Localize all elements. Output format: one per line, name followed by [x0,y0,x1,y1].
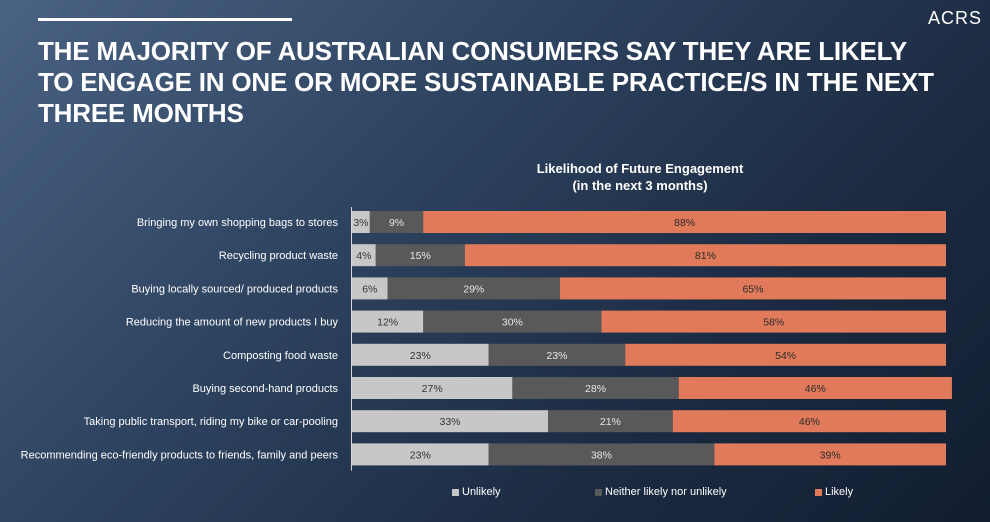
bar-segment-likely [625,343,946,366]
data-label-likely: 88% [674,217,695,229]
bar-segment-neither [512,377,679,399]
bar-segment-likely [423,211,946,233]
data-label-neither: 30% [502,317,523,329]
data-label-likely: 65% [742,283,763,295]
data-label-likely: 54% [775,350,796,362]
legend-unlikely: Unlikely [452,486,501,498]
legend-label-unlikely: Unlikely [462,486,501,498]
bar-segment-neither [423,310,602,333]
bar-segment-unlikely [352,410,549,433]
data-label-neither: 28% [585,383,606,395]
data-label-neither: 21% [600,416,621,428]
data-label-unlikely: 23% [410,449,431,461]
data-label-neither: 15% [410,250,431,262]
category-label: Buying second-hand products [192,383,338,395]
bar-segment-likely [672,410,946,433]
bar-segment-likely [559,277,946,300]
category-label: Buying locally sourced/ produced product… [131,283,338,295]
legend-neither: Neither likely nor unlikely [595,486,727,498]
bar-segment-unlikely [352,443,489,466]
legend-swatch-likely [815,488,822,496]
legend-likely: Likely [815,486,853,498]
legend-label-likely: Likely [825,486,854,498]
bar-segment-neither [548,410,673,433]
data-label-unlikely: 4% [356,250,371,262]
data-label-likely: 39% [820,449,841,461]
chart-title-block: Likelihood of Future Engagement (in the … [520,160,760,194]
data-label-unlikely: 6% [362,283,377,295]
legend-swatch-neither [595,488,602,496]
bar-segment-neither [488,443,715,466]
data-label-likely: 81% [695,250,716,262]
bar-segment-unlikely [352,277,388,300]
category-label: Taking public transport, riding my bike … [84,416,338,428]
bar-segment-unlikely [352,377,513,399]
category-label: Reducing the amount of new products I bu… [126,317,339,329]
bar-segment-unlikely [352,211,370,233]
data-label-likely: 46% [799,416,820,428]
category-label: Composting food waste [223,350,338,362]
chart-subtitle: (in the next 3 months) [572,178,708,193]
data-label-neither: 23% [546,350,567,362]
data-label-neither: 29% [463,283,484,295]
data-label-likely: 58% [763,317,784,329]
bar-segment-neither [387,277,560,300]
data-label-neither: 9% [389,217,404,229]
data-label-unlikely: 3% [353,217,368,229]
bar-segment-likely [714,443,946,466]
chart-title: Likelihood of Future Engagement [536,161,744,176]
brand-logo: ACRS [927,8,982,28]
bar-segment-unlikely [352,310,424,333]
data-label-neither: 38% [591,449,612,461]
data-label-unlikely: 23% [410,350,431,362]
bar-segment-likely [678,377,952,399]
legend-label-neither: Neither likely nor unlikely [605,486,727,498]
category-label: Bringing my own shopping bags to stores [137,217,339,229]
bar-segment-neither [488,343,626,366]
data-label-unlikely: 27% [422,383,443,395]
data-label-likely: 46% [805,383,826,395]
category-label: Recycling product waste [219,250,338,262]
bar-segment-unlikely [352,343,489,366]
bar-segment-likely [464,244,946,267]
legend-swatch-unlikely [452,488,459,496]
page-title: THE MAJORITY OF AUSTRALIAN CONSUMERS SAY… [38,36,934,128]
bar-segment-likely [601,310,946,333]
data-label-unlikely: 12% [377,317,398,329]
category-label: Recommending eco-friendly products to fr… [21,449,339,461]
bar-segment-unlikely [352,244,376,267]
data-label-unlikely: 33% [440,416,461,428]
top-rule [38,18,292,21]
bar-segment-neither [375,244,465,267]
bar-segment-neither [369,211,424,233]
